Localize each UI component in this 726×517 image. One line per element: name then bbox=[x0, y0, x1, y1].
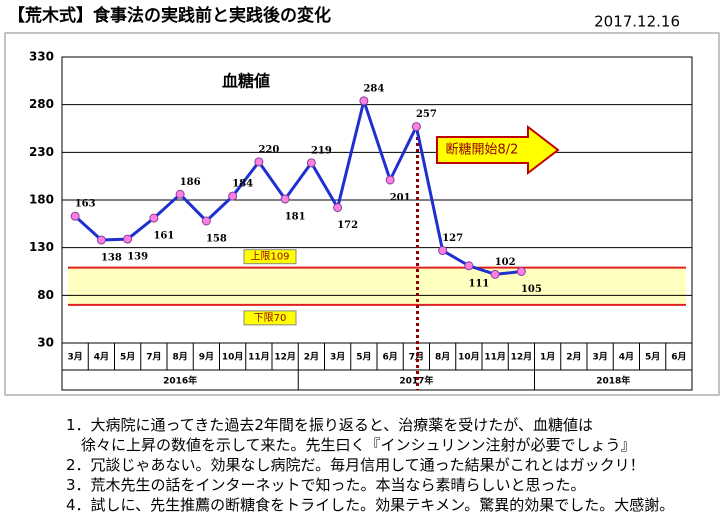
limit-label-box bbox=[243, 310, 297, 326]
x-tick-label: 5月 bbox=[356, 352, 371, 363]
x-tick-label: 6月 bbox=[671, 352, 686, 363]
note-line: 1．大病院に通ってきた過去2年間を振り返ると、治療薬を受けたが、血糖値は bbox=[66, 416, 593, 434]
series-label: 血糖値 bbox=[222, 72, 270, 91]
x-tick-label: 3月 bbox=[330, 352, 345, 363]
value-label: 105 bbox=[521, 284, 542, 295]
point bbox=[359, 96, 369, 106]
value-label: 102 bbox=[495, 257, 516, 268]
point bbox=[280, 194, 290, 204]
value-label: 186 bbox=[180, 177, 201, 188]
year-label: 2017年 bbox=[399, 375, 433, 387]
point bbox=[123, 234, 133, 244]
x-tick-label: 12月 bbox=[511, 352, 533, 363]
x-tick-label: 9月 bbox=[199, 352, 214, 363]
x-tick-label: 7月 bbox=[409, 352, 424, 363]
year-label: 2016年 bbox=[163, 375, 197, 387]
point bbox=[306, 158, 316, 168]
value-label: 201 bbox=[390, 192, 411, 203]
x-tick-label: 2月 bbox=[304, 352, 319, 363]
x-tick-label: 10月 bbox=[222, 352, 244, 363]
value-label: 127 bbox=[442, 233, 463, 244]
x-tick-label: 12月 bbox=[274, 352, 296, 363]
x-tick-label: 6月 bbox=[382, 352, 397, 363]
x-tick-label: 4月 bbox=[94, 352, 109, 363]
y-tick-label: 180 bbox=[29, 193, 54, 207]
value-label: 172 bbox=[337, 220, 358, 231]
point bbox=[149, 213, 159, 223]
x-tick-label: 11月 bbox=[484, 352, 506, 363]
value-label: 220 bbox=[258, 144, 279, 155]
start-arrow bbox=[436, 124, 560, 176]
note-line: 徐々に上昇の数値を示して来た。先生曰く『インシュリンン注射が必要でしょう』 bbox=[66, 436, 636, 454]
x-tick-label: 4月 bbox=[619, 352, 634, 363]
note-line: 3．荒木先生の話をインターネットで知った。本当なら素晴らしいと思った。 bbox=[66, 476, 586, 494]
y-tick-label: 30 bbox=[37, 336, 54, 350]
x-tick-label: 7月 bbox=[146, 352, 161, 363]
y-tick-label: 80 bbox=[37, 288, 54, 302]
x-tick-label: 3月 bbox=[592, 352, 607, 363]
x-tick-label: 8月 bbox=[435, 352, 450, 363]
point bbox=[411, 122, 421, 132]
value-label: 184 bbox=[232, 179, 253, 190]
x-tick-label: 5月 bbox=[645, 352, 660, 363]
x-tick-label: 3月 bbox=[67, 352, 82, 363]
y-tick-label: 230 bbox=[29, 145, 54, 159]
limit-label: 上限109 bbox=[250, 251, 289, 263]
point bbox=[516, 267, 526, 276]
value-label: 284 bbox=[363, 83, 384, 94]
point bbox=[96, 235, 106, 245]
value-label: 181 bbox=[285, 212, 306, 223]
value-label: 219 bbox=[311, 145, 332, 156]
value-label: 163 bbox=[75, 199, 96, 210]
year-label: 2018年 bbox=[596, 375, 630, 387]
value-label: 111 bbox=[468, 278, 489, 289]
y-tick-label: 330 bbox=[29, 50, 54, 64]
point bbox=[333, 203, 343, 213]
start-label: 断糖開始8/2 bbox=[446, 142, 519, 158]
chart-frame bbox=[4, 32, 720, 396]
point bbox=[464, 261, 474, 271]
value-label: 158 bbox=[206, 233, 227, 244]
limit-label: 下限70 bbox=[254, 312, 287, 324]
x-tick-label: 1月 bbox=[540, 352, 555, 363]
value-label: 161 bbox=[153, 231, 174, 242]
point bbox=[201, 216, 211, 226]
chart-title: 【荒木式】食事法の実践前と実践後の変化 bbox=[8, 5, 331, 26]
value-label: 139 bbox=[127, 252, 148, 263]
point bbox=[438, 246, 448, 256]
date: 2017.12.16 bbox=[594, 13, 680, 31]
point bbox=[175, 189, 185, 199]
value-label: 257 bbox=[416, 109, 437, 120]
chart: 【荒木式】食事法の実践前と実践後の変化 2017.12.16 30 80 130 18… bbox=[4, 5, 720, 396]
x-tick-label: 11月 bbox=[248, 352, 270, 363]
note-line: 2．冗談じゃあない。効果なし病院だ。毎月信用して通った結果がこれとはガックリ！ bbox=[66, 456, 645, 474]
x-tick-label: 5月 bbox=[120, 352, 135, 363]
y-tick-label: 280 bbox=[29, 97, 54, 111]
x-tick-label: 10月 bbox=[458, 352, 480, 363]
y-tick-label: 130 bbox=[29, 240, 54, 254]
point bbox=[70, 211, 80, 221]
point bbox=[490, 269, 500, 279]
point bbox=[228, 191, 238, 201]
x-tick-label: 8月 bbox=[172, 352, 187, 363]
x-tick-label: 2月 bbox=[566, 352, 581, 363]
limit-label-box bbox=[243, 249, 297, 265]
note-line: 4．試しに、先生推薦の断糖食をトライした。効果テキメン。驚異的効果でした。大感謝… bbox=[66, 496, 675, 514]
point bbox=[254, 157, 264, 167]
normal-range bbox=[68, 267, 686, 305]
point bbox=[385, 175, 395, 185]
series-line bbox=[74, 95, 522, 276]
value-label: 138 bbox=[101, 253, 122, 264]
